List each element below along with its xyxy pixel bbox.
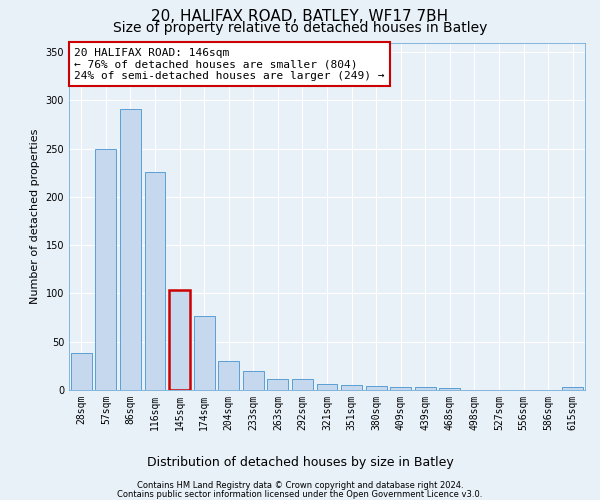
Text: Contains public sector information licensed under the Open Government Licence v3: Contains public sector information licen… — [118, 490, 482, 499]
Bar — [243, 370, 264, 390]
Bar — [390, 387, 411, 390]
Bar — [562, 387, 583, 390]
Bar — [415, 387, 436, 390]
Bar — [71, 354, 92, 390]
Bar — [218, 361, 239, 390]
Bar — [145, 172, 166, 390]
Text: Size of property relative to detached houses in Batley: Size of property relative to detached ho… — [113, 21, 487, 35]
Bar — [317, 384, 337, 390]
Bar — [169, 290, 190, 390]
Text: 20, HALIFAX ROAD, BATLEY, WF17 7BH: 20, HALIFAX ROAD, BATLEY, WF17 7BH — [151, 9, 449, 24]
Bar — [365, 386, 386, 390]
Bar — [439, 388, 460, 390]
Text: Distribution of detached houses by size in Batley: Distribution of detached houses by size … — [146, 456, 454, 469]
Bar — [292, 380, 313, 390]
Bar — [95, 148, 116, 390]
Bar — [341, 385, 362, 390]
Text: Contains HM Land Registry data © Crown copyright and database right 2024.: Contains HM Land Registry data © Crown c… — [137, 481, 463, 490]
Text: 20 HALIFAX ROAD: 146sqm
← 76% of detached houses are smaller (804)
24% of semi-d: 20 HALIFAX ROAD: 146sqm ← 76% of detache… — [74, 48, 385, 81]
Y-axis label: Number of detached properties: Number of detached properties — [30, 128, 40, 304]
Bar — [268, 380, 289, 390]
Bar — [120, 109, 141, 390]
Bar — [194, 316, 215, 390]
